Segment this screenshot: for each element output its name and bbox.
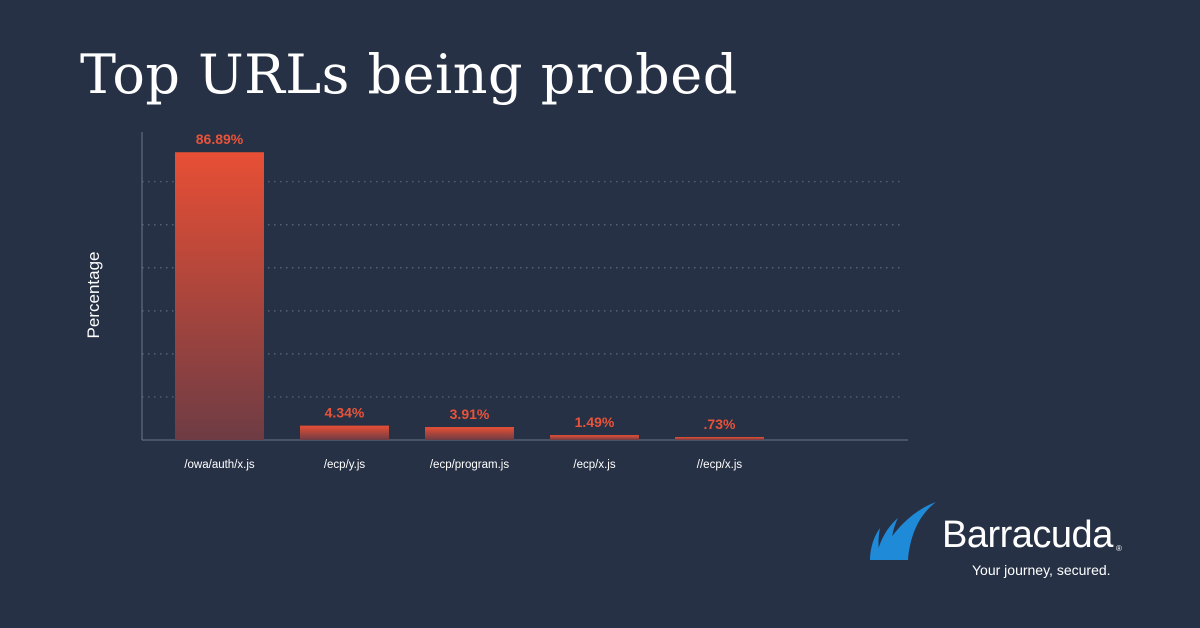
bar-value-label: .73% xyxy=(704,416,736,432)
bar-value-labels: 86.89% 4.34% 3.91% 1.49% .73% xyxy=(196,131,736,432)
registered-mark: ® xyxy=(1116,544,1122,553)
brand-name: Barracuda xyxy=(942,514,1113,556)
brand-logo: Barracuda ® Your journey, secured. xyxy=(868,492,1128,582)
x-tick-labels: /owa/auth/x.js/ecp/y.js/ecp/program.js/e… xyxy=(184,459,742,471)
bar xyxy=(300,425,389,440)
bar-value-label: 86.89% xyxy=(196,131,244,147)
x-tick-label: /ecp/x.js xyxy=(573,459,615,471)
x-tick-label: /ecp/y.js xyxy=(324,459,366,471)
bars xyxy=(175,152,764,440)
x-tick-label: /ecp/program.js xyxy=(430,459,510,471)
axes xyxy=(141,132,908,441)
bar-value-label: 1.49% xyxy=(575,414,615,430)
bar xyxy=(675,437,764,440)
brand-tagline: Your journey, secured. xyxy=(972,562,1111,578)
gridlines xyxy=(142,181,902,398)
fin-small xyxy=(870,528,880,560)
bar-value-label: 3.91% xyxy=(450,406,490,422)
fin-large xyxy=(878,502,936,560)
x-tick-label: //ecp/x.js xyxy=(697,459,743,471)
bar-value-label: 4.34% xyxy=(325,405,365,421)
fin-medium xyxy=(876,518,898,560)
y-axis-label: Percentage xyxy=(84,252,103,339)
chart-title: Top URLs being probed xyxy=(80,43,738,106)
bar xyxy=(550,435,639,440)
bar xyxy=(175,152,264,440)
x-tick-label: /owa/auth/x.js xyxy=(184,459,255,471)
bar xyxy=(425,427,514,440)
shark-fin-icon xyxy=(870,502,936,560)
